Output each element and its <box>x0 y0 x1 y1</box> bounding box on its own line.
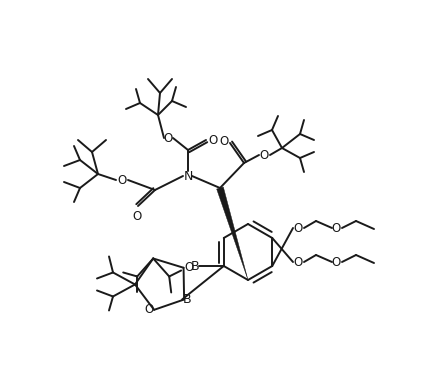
Text: O: O <box>220 135 228 147</box>
Text: O: O <box>163 132 173 144</box>
Polygon shape <box>217 187 248 280</box>
Text: O: O <box>331 255 341 269</box>
Text: O: O <box>331 221 341 234</box>
Text: O: O <box>294 221 302 234</box>
Text: O: O <box>259 148 269 162</box>
Text: O: O <box>145 303 154 316</box>
Text: O: O <box>184 261 193 274</box>
Text: B: B <box>191 260 199 273</box>
Text: O: O <box>117 174 126 187</box>
Text: B: B <box>183 293 192 306</box>
Text: O: O <box>294 255 302 269</box>
Text: O: O <box>132 209 142 223</box>
Text: O: O <box>209 134 217 147</box>
Text: N: N <box>183 169 193 183</box>
